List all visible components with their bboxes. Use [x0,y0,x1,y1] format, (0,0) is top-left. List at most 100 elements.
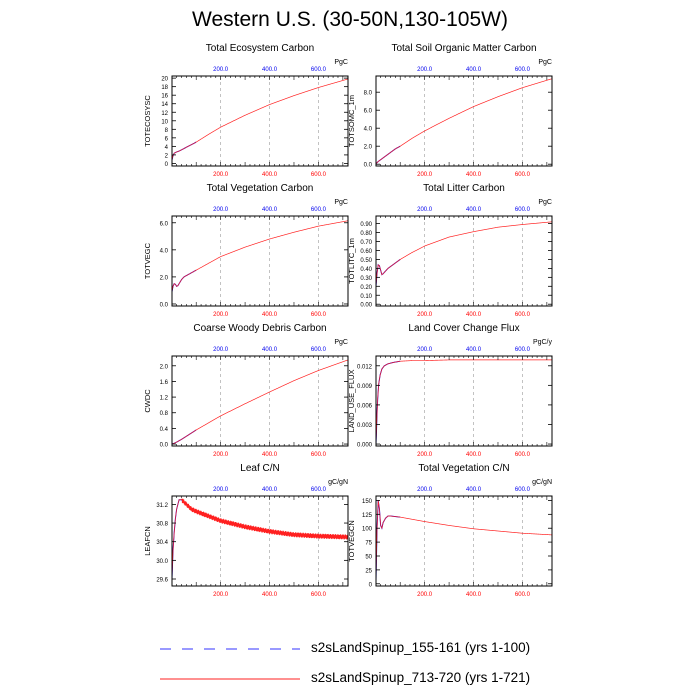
plot-frame [375,75,553,167]
x-tick-label-bottom: 200.0 [417,172,433,178]
y-tick-label: 0.10 [360,294,372,300]
y-tick-label: 0.000 [357,443,373,449]
y-tick-label: 0.009 [357,384,373,390]
y-tick-label: 29.6 [156,578,168,584]
plot-frame [171,495,349,587]
panel-total-ecosystem-carbon: Total Ecosystem Carbon PgC TOTECOSYSC 0 2 4 6 8… [143,43,349,178]
x-tick-label-top: 600.0 [515,67,531,73]
x-tick-label-top: 600.0 [311,347,327,353]
series-line-case2 [171,498,349,580]
x-tick-label-bottom: 600.0 [311,592,327,598]
series-line-case1 [171,269,197,292]
panel-title: Leaf C/N [240,463,279,474]
x-tick-label-top: 600.0 [515,207,531,213]
x-tick-label-top: 200.0 [213,347,229,353]
figure-title: Western U.S. (30-50N,130-105W) [192,8,508,31]
y-axis-label: CWDC [143,389,152,413]
panel-units: PgC [334,199,348,206]
x-tick-label-bottom: 200.0 [417,312,433,318]
y-tick-label: 30.0 [156,559,168,565]
x-tick-label-bottom: 200.0 [417,592,433,598]
series-line-case2 [375,221,553,287]
y-tick-label: 6 [165,136,169,142]
panel-total-litter-carbon: Total Litter Carbon PgC TOTLITC_1m 0.00 0.10… [347,183,553,318]
plot-frame [375,215,553,307]
y-tick-label: 0.30 [360,276,372,282]
x-tick-label-top: 200.0 [417,487,433,493]
x-tick-label-bottom: 400.0 [262,172,278,178]
x-tick-label-top: 400.0 [262,347,278,353]
y-tick-label: 2.0 [160,275,169,281]
x-tick-label-top: 200.0 [213,487,229,493]
panel-units: PgC [334,339,348,346]
panel-units: PgC [538,199,552,206]
y-tick-label: 1.6 [160,380,169,386]
y-tick-label: 100 [362,527,373,533]
y-tick-label: 0 [165,162,169,168]
y-tick-label: 2.0 [160,364,169,370]
x-tick-label-bottom: 600.0 [515,592,531,598]
y-tick-label: 0.006 [357,403,373,409]
panel-total-vegetation-c-n: Total Vegetation C/N gC/gN TOTVEGCN 0 25 50 75… [347,463,553,598]
y-axis-label: TOTVEGC [143,242,152,279]
panel-coarse-woody-debris-carbon: Coarse Woody Debris Carbon PgC CWDC 0.0 0.4 0… [143,323,349,458]
y-tick-label: 8.0 [364,91,373,97]
panel-leaf-c-n: Leaf C/N gC/gN LEAFCN 29.6 30.0 30.4 30.8 31.2 2… [143,463,349,598]
y-tick-label: 0.00 [360,303,372,309]
x-tick-label-bottom: 600.0 [515,312,531,318]
panel-title: Total Litter Carbon [423,183,505,194]
y-tick-label: 0.003 [357,423,373,429]
y-axis-label: TOTSOMC_1m [347,95,356,147]
x-tick-label-bottom: 600.0 [311,452,327,458]
x-tick-label-top: 600.0 [515,487,531,493]
y-tick-label: 0.012 [357,364,373,370]
y-axis-label: LAND_USE_FLUX [347,370,356,433]
panel-units: PgC/y [533,339,553,346]
x-tick-label-bottom: 400.0 [466,592,482,598]
y-tick-label: 0.20 [360,285,372,291]
y-tick-label: 16 [161,94,168,100]
x-tick-label-top: 200.0 [213,207,229,213]
y-tick-label: 30.8 [156,522,168,528]
panel-land-cover-change-flux: Land Cover Change Flux PgC/y LAND_USE_FLUX… [347,323,553,458]
x-tick-label-bottom: 400.0 [262,312,278,318]
y-tick-label: 0.0 [160,302,169,308]
series-line-case1 [375,259,401,287]
series-line-case2 [375,500,553,582]
y-tick-label: 18 [161,85,168,91]
y-tick-label: 50 [365,555,372,561]
panel-units: gC/gN [328,479,348,486]
x-tick-label-top: 200.0 [417,67,433,73]
panel-units: PgC [538,59,552,66]
y-axis-label: TOTVEGCN [347,520,356,562]
plot-frame [375,495,553,587]
x-tick-label-top: 600.0 [311,67,327,73]
x-tick-label-top: 400.0 [466,347,482,353]
series-line-case2 [171,78,349,161]
panel-title: Coarse Woody Debris Carbon [193,323,326,334]
y-tick-label: 14 [161,102,168,108]
x-tick-label-bottom: 200.0 [213,592,229,598]
x-tick-label-bottom: 200.0 [417,452,433,458]
x-tick-label-bottom: 600.0 [515,452,531,458]
x-tick-label-top: 400.0 [466,487,482,493]
x-tick-label-bottom: 400.0 [262,452,278,458]
y-tick-label: 125 [362,513,373,519]
panel-title: Land Cover Change Flux [408,323,519,334]
panel-title: Total Ecosystem Carbon [206,43,314,54]
panel-units: PgC [334,59,348,66]
y-tick-label: 0.4 [160,427,169,433]
y-axis-label: LEAFCN [143,526,152,556]
series-line-case2 [375,359,552,445]
y-tick-label: 4.0 [160,248,169,254]
x-tick-label-bottom: 400.0 [466,452,482,458]
series-line-case1 [171,141,197,161]
x-tick-label-top: 400.0 [466,207,482,213]
y-tick-label: 0.8 [160,411,169,417]
y-tick-label: 6.0 [160,221,169,227]
y-tick-label: 0.70 [360,240,372,246]
y-tick-label: 12 [161,111,168,117]
y-axis-label: TOTLITC_1m [347,238,356,284]
